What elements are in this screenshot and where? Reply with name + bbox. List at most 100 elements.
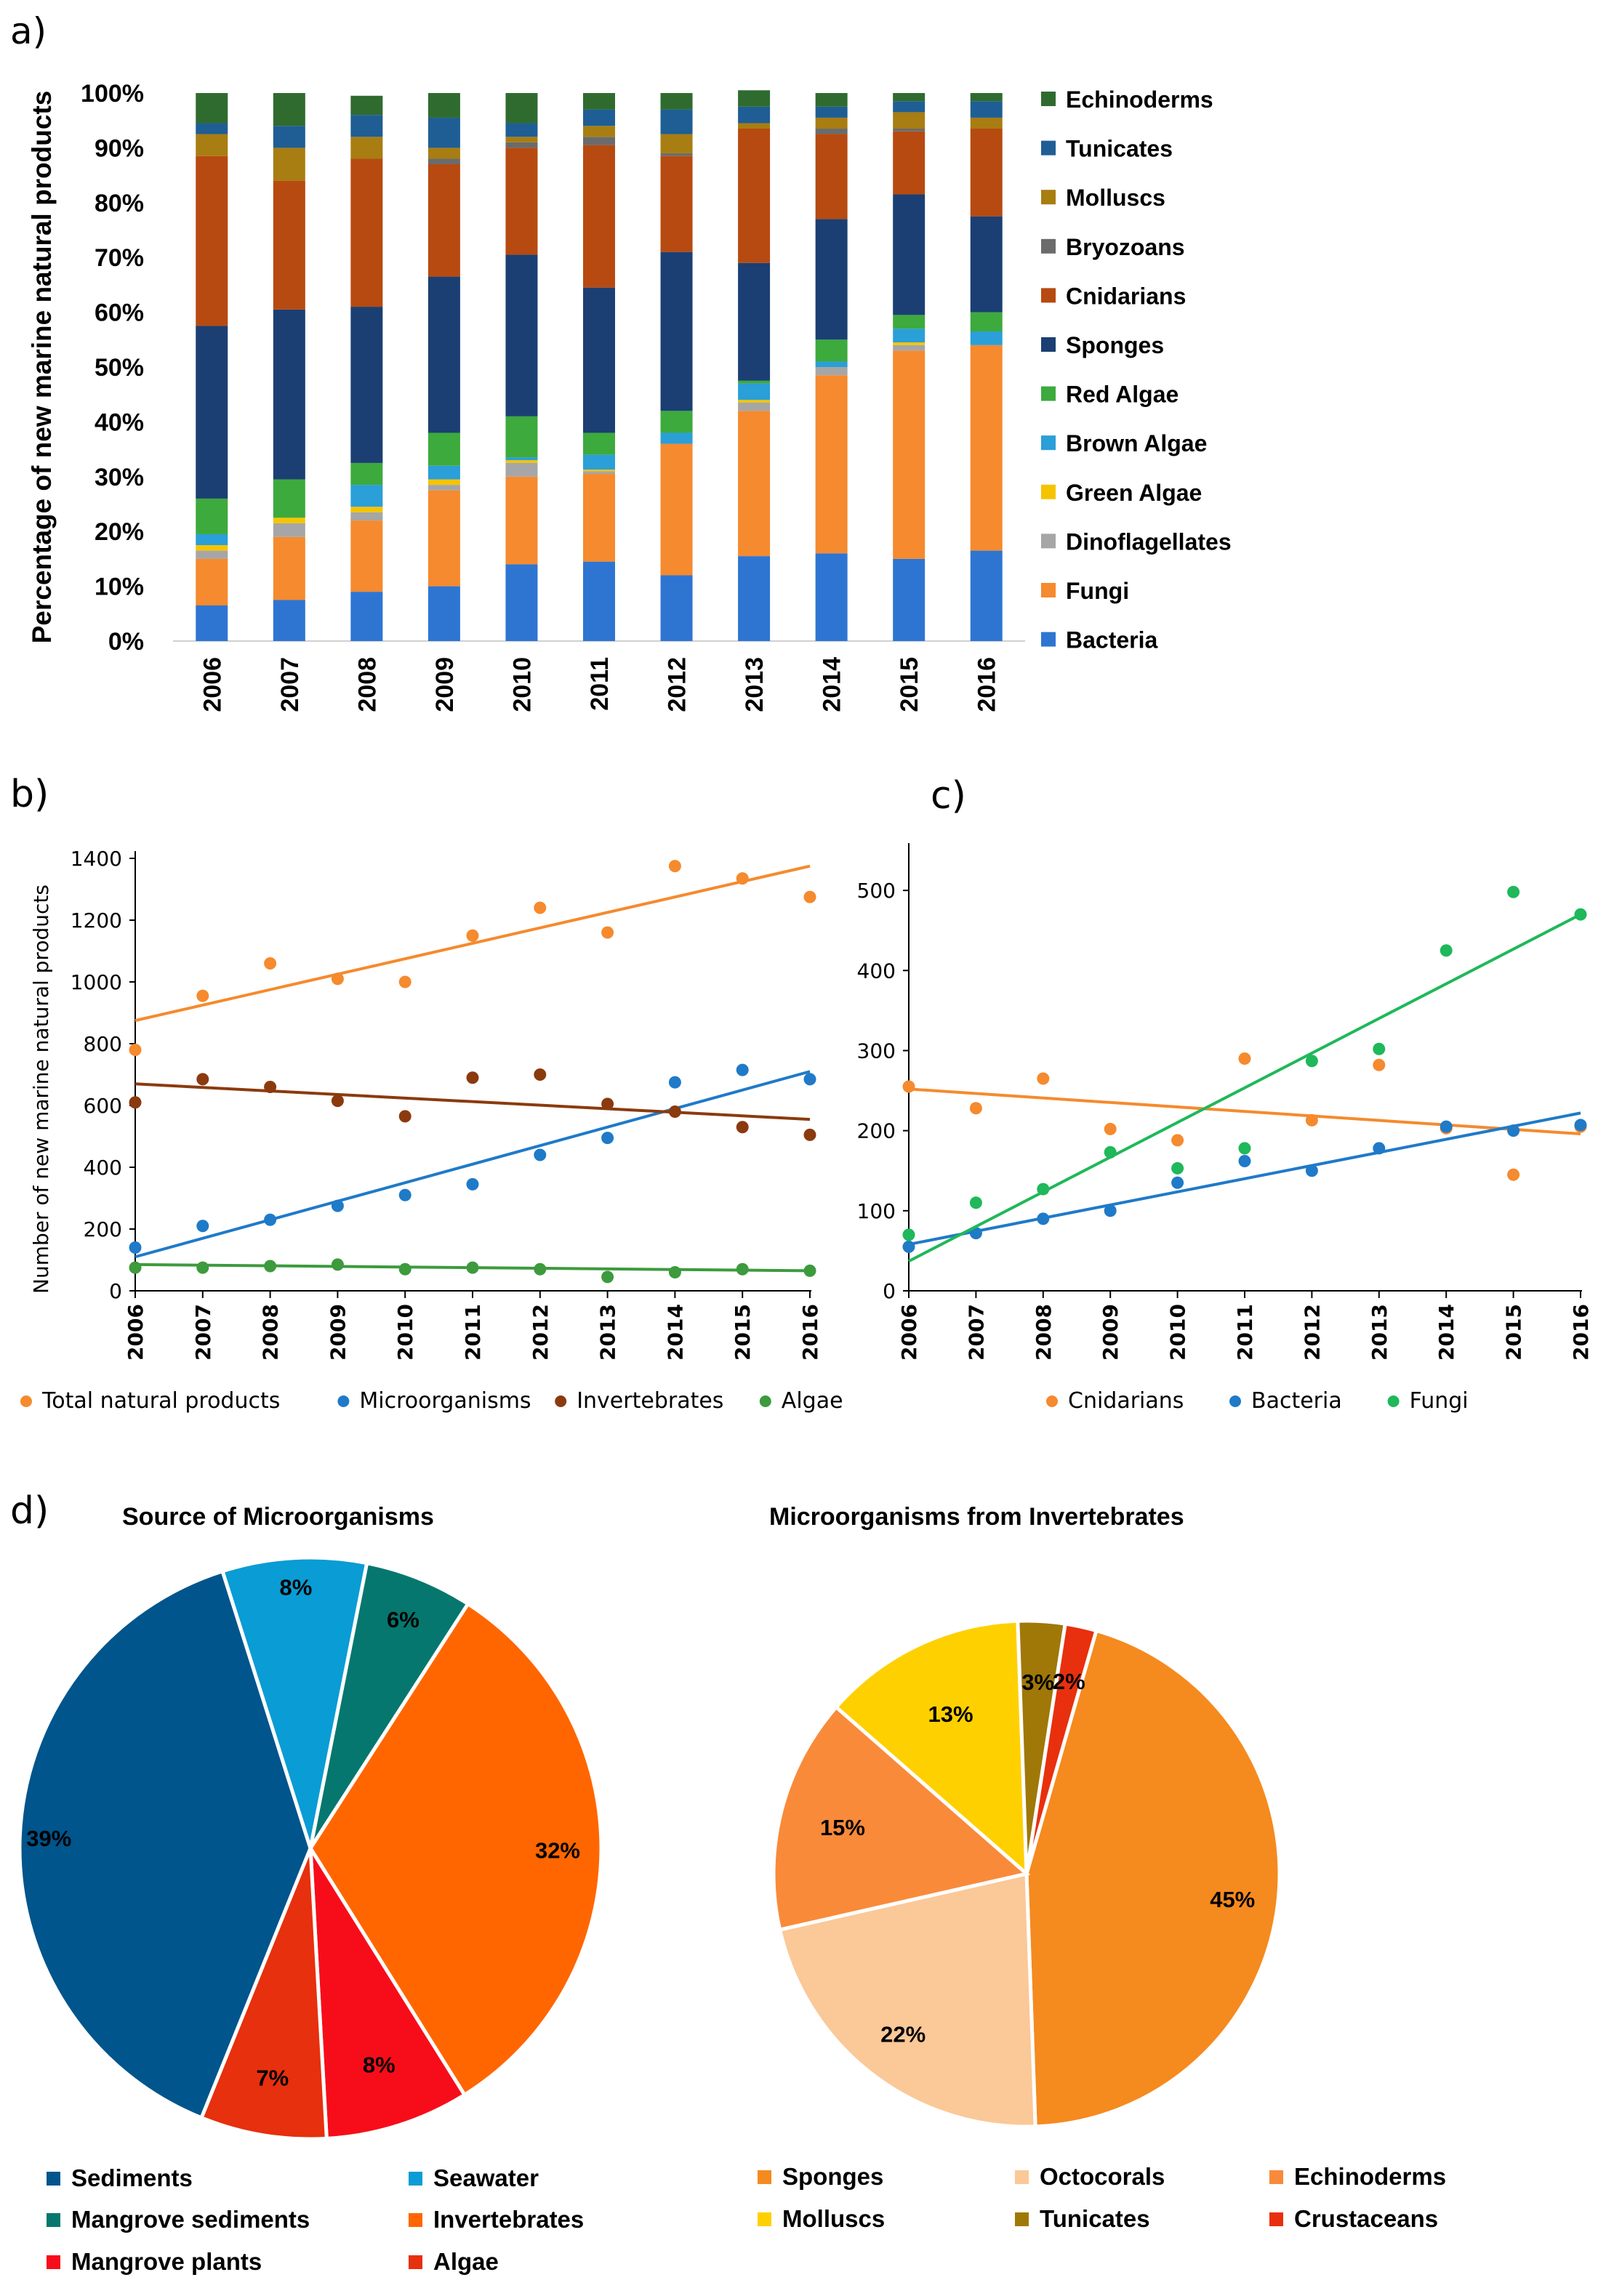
bar-cnidarians-2008[interactable] — [350, 158, 383, 307]
data-point[interactable] — [466, 1071, 479, 1084]
data-point[interactable] — [1238, 1052, 1251, 1065]
data-point[interactable] — [668, 1105, 681, 1118]
bar-fungi-2006[interactable] — [196, 558, 228, 605]
bar-sponges-2006[interactable] — [196, 326, 228, 499]
bar-bryozoans-2012[interactable] — [660, 153, 693, 156]
data-point[interactable] — [969, 1196, 982, 1209]
bar-tunicates-2007[interactable] — [273, 126, 305, 148]
bar-echinoderms-2011[interactable] — [583, 93, 615, 110]
bar-cnidarians-2010[interactable] — [505, 148, 538, 255]
data-point[interactable] — [196, 1261, 209, 1274]
data-point[interactable] — [1574, 908, 1587, 921]
bar-red-algae-2012[interactable] — [660, 411, 693, 433]
data-point[interactable] — [1440, 944, 1453, 957]
bar-bacteria-2007[interactable] — [273, 600, 305, 641]
bar-tunicates-2014[interactable] — [815, 106, 848, 118]
data-point[interactable] — [1037, 1072, 1050, 1085]
bar-fungi-2010[interactable] — [505, 476, 538, 565]
data-point[interactable] — [129, 1096, 142, 1109]
bar-sponges-2010[interactable] — [505, 254, 538, 416]
data-point[interactable] — [1305, 1164, 1318, 1177]
data-point[interactable] — [803, 1073, 816, 1086]
data-point[interactable] — [1305, 1113, 1318, 1127]
bar-cnidarians-2006[interactable] — [196, 156, 228, 326]
bar-bacteria-2008[interactable] — [350, 592, 383, 641]
bar-red-algae-2006[interactable] — [196, 498, 228, 534]
data-point[interactable] — [264, 1213, 277, 1226]
bar-molluscs-2016[interactable] — [970, 117, 1003, 129]
bar-green-algae-2009[interactable] — [427, 479, 460, 486]
data-point[interactable] — [129, 1261, 142, 1274]
bar-brown-algae-2010[interactable] — [505, 457, 538, 461]
bar-echinoderms-2012[interactable] — [660, 93, 693, 110]
data-point[interactable] — [803, 890, 816, 903]
bar-brown-algae-2008[interactable] — [350, 485, 383, 507]
bar-tunicates-2016[interactable] — [970, 101, 1003, 118]
bar-green-algae-2015[interactable] — [893, 342, 926, 345]
bar-tunicates-2006[interactable] — [196, 123, 228, 134]
data-point[interactable] — [331, 972, 344, 986]
data-point[interactable] — [668, 1266, 681, 1278]
data-point[interactable] — [1238, 1155, 1251, 1168]
data-point[interactable] — [129, 1044, 142, 1056]
bar-brown-algae-2009[interactable] — [427, 465, 460, 480]
data-point[interactable] — [196, 989, 209, 1002]
data-point[interactable] — [466, 1177, 479, 1191]
bar-cnidarians-2012[interactable] — [660, 156, 693, 252]
bar-green-algae-2007[interactable] — [273, 517, 305, 523]
bar-bryozoans-2011[interactable] — [583, 137, 615, 145]
data-point[interactable] — [1373, 1058, 1386, 1071]
data-point[interactable] — [736, 1063, 749, 1076]
bar-molluscs-2011[interactable] — [583, 126, 615, 137]
bar-green-algae-2008[interactable] — [350, 507, 383, 512]
bar-red-algae-2014[interactable] — [815, 339, 848, 362]
data-point[interactable] — [264, 1260, 277, 1273]
bar-brown-algae-2012[interactable] — [660, 432, 693, 444]
data-point[interactable] — [601, 1132, 614, 1145]
bar-brown-algae-2013[interactable] — [738, 383, 771, 400]
pie-slice-sponges[interactable] — [1024, 1628, 1282, 2129]
bar-red-algae-2015[interactable] — [893, 315, 926, 329]
bar-bryozoans-2009[interactable] — [427, 158, 460, 165]
data-point[interactable] — [1373, 1042, 1386, 1055]
bar-echinoderms-2008[interactable] — [350, 95, 383, 116]
pie-slice-algae[interactable] — [198, 1848, 329, 2141]
pie-slice-molluscs[interactable] — [833, 1619, 1029, 1878]
bar-bacteria-2016[interactable] — [970, 550, 1003, 641]
data-point[interactable] — [736, 1121, 749, 1134]
pie-slice-sediments[interactable] — [17, 1568, 313, 2121]
bar-bacteria-2015[interactable] — [893, 558, 926, 641]
bar-sponges-2011[interactable] — [583, 287, 615, 433]
data-point[interactable] — [129, 1241, 142, 1254]
bar-fungi-2008[interactable] — [350, 520, 383, 592]
bar-fungi-2007[interactable] — [273, 536, 305, 600]
bar-echinoderms-2014[interactable] — [815, 93, 848, 107]
bar-echinoderms-2009[interactable] — [427, 93, 460, 118]
data-point[interactable] — [264, 1081, 277, 1093]
bar-bryozoans-2014[interactable] — [815, 129, 848, 134]
data-point[interactable] — [736, 872, 749, 885]
data-point[interactable] — [1171, 1176, 1184, 1189]
bar-tunicates-2010[interactable] — [505, 123, 538, 137]
bar-brown-algae-2015[interactable] — [893, 329, 926, 343]
bar-sponges-2012[interactable] — [660, 251, 693, 411]
bar-molluscs-2010[interactable] — [505, 137, 538, 142]
bar-fungi-2016[interactable] — [970, 345, 1003, 551]
data-point[interactable] — [1104, 1122, 1117, 1135]
data-point[interactable] — [969, 1102, 982, 1115]
data-point[interactable] — [902, 1240, 915, 1253]
bar-tunicates-2008[interactable] — [350, 115, 383, 137]
bar-bacteria-2009[interactable] — [427, 586, 460, 641]
bar-green-algae-2006[interactable] — [196, 545, 228, 551]
bar-dinoflagellates-2009[interactable] — [427, 485, 460, 491]
bar-sponges-2008[interactable] — [350, 307, 383, 463]
bar-fungi-2014[interactable] — [815, 375, 848, 554]
bar-echinoderms-2007[interactable] — [273, 93, 305, 126]
bar-green-algae-2010[interactable] — [505, 460, 538, 463]
bar-green-algae-2011[interactable] — [583, 469, 615, 472]
bar-dinoflagellates-2008[interactable] — [350, 512, 383, 521]
pie-slice-seawater[interactable] — [220, 1555, 369, 1849]
bar-tunicates-2013[interactable] — [738, 106, 771, 124]
bar-bacteria-2012[interactable] — [660, 575, 693, 641]
bar-echinoderms-2016[interactable] — [970, 93, 1003, 102]
